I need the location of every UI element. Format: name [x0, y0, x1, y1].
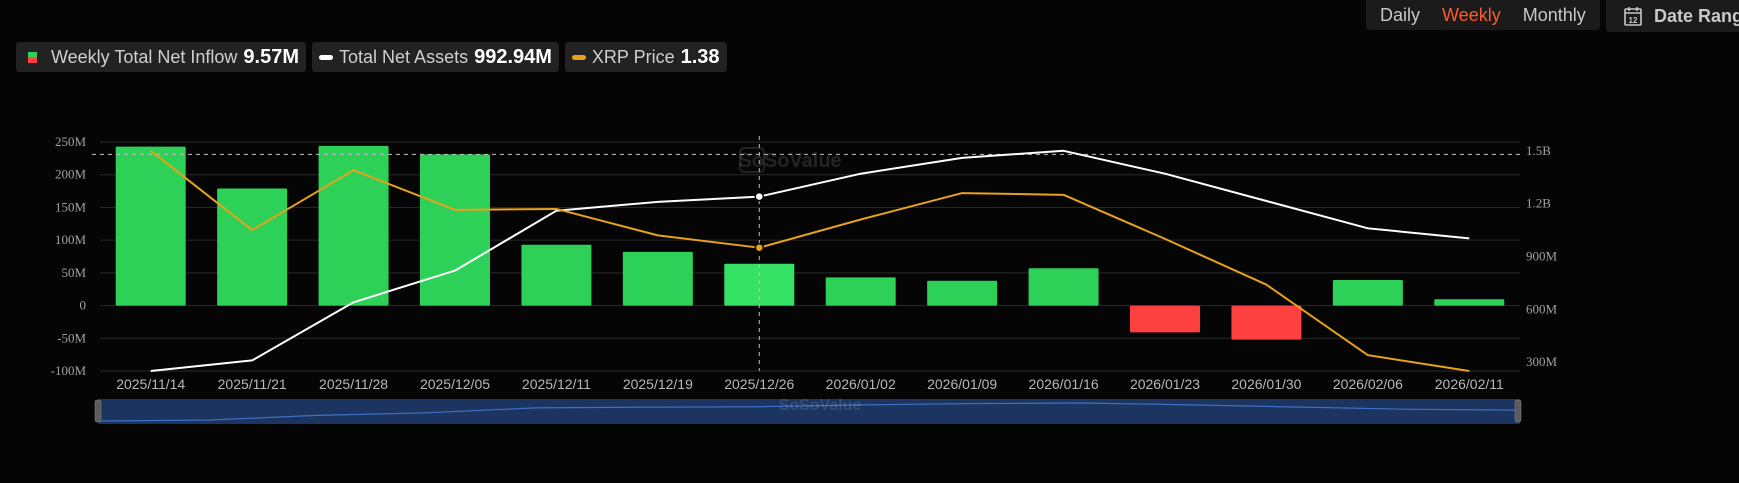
calendar-icon: 12: [1624, 7, 1642, 26]
x-axis-tick-label: 2025/12/26: [724, 376, 794, 392]
net-inflow-bar: [318, 145, 389, 306]
x-axis-tick-label: 2026/02/06: [1333, 376, 1403, 392]
chart-legend: Weekly Total Net Inflow 9.57M Total Net …: [16, 42, 727, 72]
xrp-price-line: [150, 150, 1470, 372]
navigator-left-handle[interactable]: [94, 399, 102, 423]
legend-net-assets[interactable]: Total Net Assets 992.94M: [312, 42, 559, 72]
left-axis-tick-label: 200M: [55, 167, 87, 182]
net-inflow-bar: [1130, 305, 1200, 333]
svg-text:12: 12: [1629, 16, 1638, 25]
watermark: SoSoValue: [738, 150, 841, 172]
navigator-series-line: [97, 402, 1521, 422]
right-axis-tick-label: 300M: [1526, 354, 1558, 369]
net-inflow-bar: [724, 263, 795, 306]
legend-net-assets-label: Total Net Assets: [339, 46, 469, 67]
legend-xrp-price-value: 1.38: [680, 45, 720, 68]
x-axis-tick-label: 2025/12/05: [420, 376, 490, 392]
navigator-right-handle[interactable]: [1514, 399, 1522, 423]
x-axis-tick-label: 2026/01/23: [1130, 376, 1200, 392]
net-assets-swatch: [319, 54, 334, 60]
right-axis-tick-label: 600M: [1526, 301, 1558, 316]
net-inflow-bar: [622, 251, 693, 306]
x-axis-tick-label: 2025/12/19: [623, 376, 693, 392]
net-inflow-bar: [420, 154, 490, 306]
x-axis-tick-label: 2025/11/21: [218, 376, 287, 392]
left-axis-tick-label: 0: [80, 298, 87, 313]
x-axis-tick-label: 2026/01/16: [1029, 376, 1099, 392]
left-axis-tick-label: 50M: [61, 265, 86, 280]
net-inflow-bar: [115, 146, 186, 306]
net-inflow-swatch: [28, 51, 37, 63]
net-inflow-bar: [927, 280, 998, 306]
x-axis-tick-label: 2026/02/11: [1435, 376, 1504, 392]
xrp-price-swatch: [571, 54, 586, 60]
left-axis-tick-label: -50M: [57, 330, 86, 345]
xrp-price-point: [754, 242, 765, 253]
left-axis-tick-label: 100M: [55, 232, 87, 247]
range-navigator[interactable]: SoSoValue: [94, 397, 1522, 424]
navigator-track: [98, 399, 1520, 424]
legend-net-inflow-value: 9.57M: [243, 45, 300, 68]
date-range-label: Date Range: [1654, 5, 1739, 26]
x-axis-tick-label: 2025/11/14: [116, 376, 185, 392]
x-axis-tick-label: 2026/01/30: [1231, 376, 1301, 392]
net-assets-point: [754, 191, 765, 202]
period-weekly[interactable]: Weekly: [1442, 4, 1501, 25]
x-axis-tick-label: 2025/12/11: [522, 376, 591, 392]
net-inflow-bar: [1028, 268, 1099, 306]
legend-xrp-price-label: XRP Price: [591, 46, 675, 67]
left-axis-tick-label: 250M: [55, 134, 87, 149]
net-inflow-bar: [1434, 299, 1505, 306]
net-inflow-bar: [1231, 305, 1302, 340]
legend-net-inflow-label: Weekly Total Net Inflow: [51, 46, 238, 67]
net-inflow-bar: [217, 188, 288, 306]
x-axis-tick-label: 2026/01/02: [826, 376, 896, 392]
date-range-button[interactable]: 12 Date Range: [1606, 0, 1739, 32]
period-toggle: Daily Weekly Monthly: [1366, 0, 1600, 30]
net-inflow-bar: [825, 277, 896, 306]
left-axis-tick-label: -100M: [51, 363, 87, 378]
legend-net-inflow[interactable]: Weekly Total Net Inflow 9.57M: [16, 42, 307, 72]
net-inflow-bar: [1332, 280, 1403, 306]
period-daily[interactable]: Daily: [1380, 4, 1421, 25]
left-axis-tick-label: 150M: [55, 199, 87, 214]
navigator-watermark: SoSoValue: [779, 397, 862, 414]
legend-net-assets-value: 992.94M: [474, 45, 552, 68]
right-axis-tick-label: 900M: [1526, 249, 1558, 264]
net-inflow-bar: [521, 244, 592, 306]
x-axis-tick-label: 2026/01/09: [927, 376, 997, 392]
watermark-logo-icon: [739, 147, 765, 173]
net-assets-line: [150, 149, 1470, 372]
x-axis-tick-label: 2025/11/28: [319, 376, 388, 392]
right-axis-tick-label: 1.5B: [1526, 143, 1551, 158]
right-axis-tick-label: 1.2B: [1526, 196, 1551, 211]
legend-xrp-price[interactable]: XRP Price 1.38: [564, 42, 727, 72]
period-monthly[interactable]: Monthly: [1522, 4, 1586, 25]
